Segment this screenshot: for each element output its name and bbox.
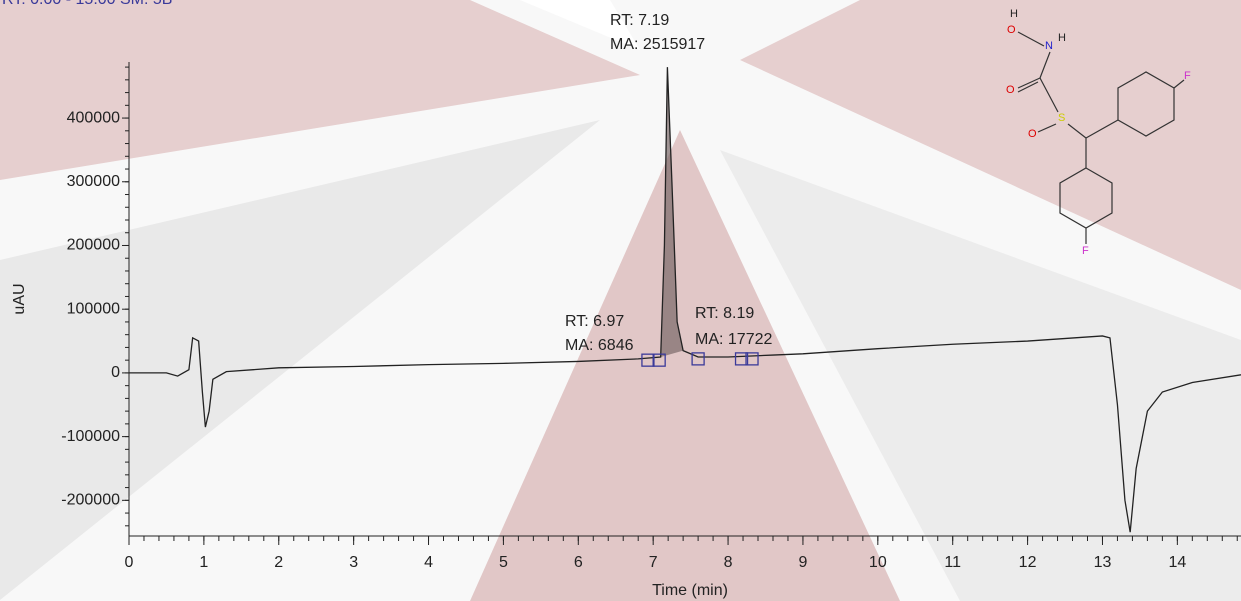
x-tick-label: 3 bbox=[349, 554, 358, 571]
y-tick-label: -100000 bbox=[61, 428, 120, 445]
y-tick-label: 0 bbox=[111, 364, 120, 381]
x-tick-label: 0 bbox=[125, 554, 134, 571]
x-tick-label: 9 bbox=[798, 554, 807, 571]
x-tick-label: 5 bbox=[499, 554, 508, 571]
atom-label: N bbox=[1045, 40, 1053, 52]
y-tick-label: 100000 bbox=[67, 300, 120, 317]
atom-label: O bbox=[1007, 24, 1016, 36]
y-axis-label: uAU bbox=[11, 283, 28, 314]
y-tick-label: -200000 bbox=[61, 492, 120, 509]
peak-marker bbox=[641, 353, 655, 367]
y-tick-label: 400000 bbox=[67, 109, 120, 126]
x-tick-label: 10 bbox=[869, 554, 887, 571]
annotation: RT: 8.19 bbox=[695, 305, 754, 322]
atom-label: S bbox=[1058, 112, 1065, 124]
plot-area: -200000 -100000 0 100000 200000 300000 400000 0… bbox=[61, 62, 1241, 571]
header: RT: 0.00 - 15.00 SM: 5B bbox=[2, 0, 172, 8]
annotation: MA: 6846 bbox=[565, 337, 634, 354]
atom-label: F bbox=[1082, 245, 1089, 257]
x-axis-label: Time (min) bbox=[652, 582, 728, 599]
x-tick-label: 11 bbox=[944, 554, 961, 571]
peak-marker bbox=[691, 352, 705, 366]
y-tick-label: 200000 bbox=[67, 237, 120, 254]
x-tick-label: 13 bbox=[1094, 554, 1112, 571]
structure bbox=[1017, 31, 1185, 244]
x-tick-label: 6 bbox=[574, 554, 583, 571]
annotation: MA: 17722 bbox=[695, 331, 772, 348]
x-tick-label: 14 bbox=[1168, 554, 1186, 571]
peak-marker bbox=[652, 353, 666, 367]
x-tick-label: 1 bbox=[199, 554, 208, 571]
annotation: MA: 2515917 bbox=[610, 36, 705, 53]
atom-label: F bbox=[1184, 70, 1191, 82]
x-tick-label: 4 bbox=[424, 554, 433, 571]
peak-marker bbox=[734, 352, 749, 366]
annotation: RT: 6.97 bbox=[565, 313, 624, 330]
atom-label: H bbox=[1010, 8, 1018, 20]
trace bbox=[129, 67, 1241, 533]
annotation: RT: 7.19 bbox=[610, 12, 669, 29]
peak-marker bbox=[745, 352, 759, 366]
y-tick-label: 300000 bbox=[67, 173, 120, 190]
x-tick-label: 2 bbox=[274, 554, 283, 571]
atom-label: H bbox=[1058, 32, 1066, 44]
atom-label: O bbox=[1006, 84, 1015, 96]
atom-label: O bbox=[1028, 128, 1037, 140]
x-tick-label: 7 bbox=[649, 554, 658, 571]
x-tick-label: 8 bbox=[724, 554, 733, 571]
x-tick-label: 12 bbox=[1019, 554, 1037, 571]
